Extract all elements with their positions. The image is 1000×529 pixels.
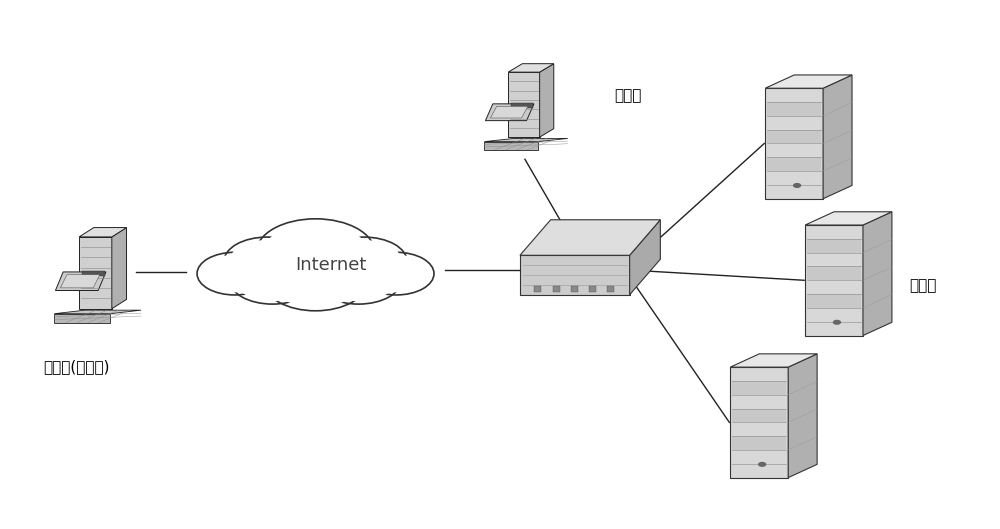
Polygon shape	[60, 275, 100, 288]
Polygon shape	[112, 227, 127, 309]
Ellipse shape	[321, 258, 397, 301]
Bar	[553, 286, 560, 292]
Polygon shape	[730, 367, 788, 478]
Polygon shape	[55, 272, 106, 290]
Polygon shape	[508, 72, 540, 137]
Polygon shape	[484, 142, 538, 150]
Polygon shape	[805, 212, 892, 225]
Polygon shape	[823, 75, 852, 199]
Text: 客户端(编码方): 客户端(编码方)	[43, 359, 109, 374]
Polygon shape	[765, 75, 852, 88]
Polygon shape	[54, 314, 110, 323]
Bar	[534, 286, 541, 292]
Bar	[589, 286, 596, 292]
Ellipse shape	[321, 237, 407, 286]
Ellipse shape	[224, 237, 310, 286]
Ellipse shape	[363, 255, 429, 293]
Ellipse shape	[359, 252, 434, 295]
Ellipse shape	[235, 258, 310, 301]
Ellipse shape	[202, 255, 268, 293]
Polygon shape	[863, 212, 892, 335]
Bar	[571, 286, 578, 292]
Polygon shape	[508, 63, 554, 72]
Polygon shape	[79, 227, 127, 237]
Polygon shape	[485, 104, 534, 121]
Polygon shape	[730, 354, 817, 367]
Ellipse shape	[229, 256, 316, 304]
Polygon shape	[630, 220, 660, 295]
Polygon shape	[788, 354, 817, 478]
Ellipse shape	[263, 223, 368, 282]
Polygon shape	[765, 88, 823, 199]
Text: 服务器: 服务器	[909, 278, 936, 293]
Circle shape	[759, 462, 766, 466]
Polygon shape	[805, 225, 863, 335]
Polygon shape	[540, 63, 554, 137]
Ellipse shape	[316, 256, 402, 304]
Ellipse shape	[229, 240, 305, 283]
Bar	[82, 271, 105, 277]
Ellipse shape	[197, 252, 272, 295]
Polygon shape	[520, 220, 660, 256]
Polygon shape	[520, 256, 630, 295]
Bar	[511, 103, 533, 108]
Text: 解码方: 解码方	[615, 89, 642, 104]
Ellipse shape	[270, 256, 361, 307]
Ellipse shape	[256, 219, 375, 286]
Bar	[607, 286, 614, 292]
Circle shape	[794, 184, 801, 187]
Polygon shape	[79, 237, 112, 309]
Text: Internet: Internet	[295, 256, 366, 273]
Polygon shape	[54, 310, 141, 314]
Polygon shape	[484, 139, 568, 142]
Polygon shape	[490, 106, 528, 118]
Ellipse shape	[326, 240, 402, 283]
Circle shape	[833, 321, 840, 324]
Ellipse shape	[264, 252, 367, 311]
